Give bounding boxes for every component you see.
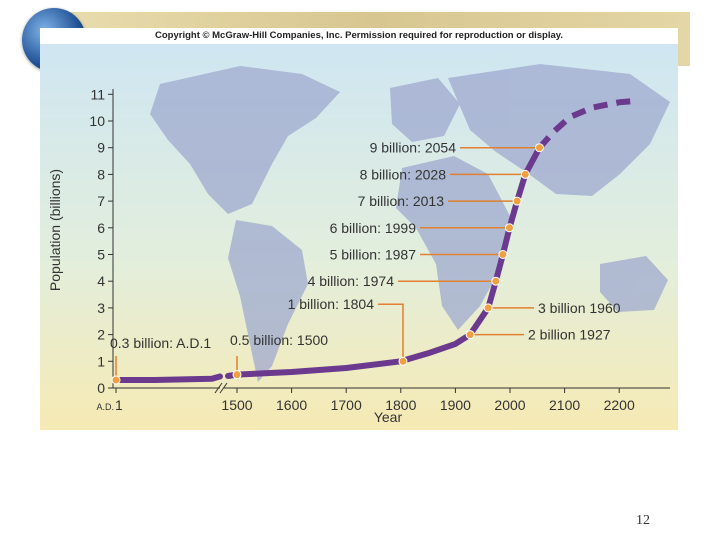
y-tick-label: 9	[97, 140, 105, 156]
milestone-marker	[534, 143, 544, 153]
annotation-leader-line	[378, 303, 404, 362]
y-tick-label: 8	[97, 166, 105, 182]
axis-break-mark	[214, 382, 223, 394]
copyright-notice: Copyright © McGraw-Hill Companies, Inc. …	[40, 28, 678, 44]
x-tick-label: 1800	[385, 397, 416, 413]
milestone-marker	[520, 169, 530, 179]
milestone-label: 8 billion: 2028	[360, 166, 447, 182]
x-tick-label: 2200	[604, 397, 635, 413]
x-tick-label: 1	[115, 397, 123, 413]
milestone-label: 3 billion 1960	[538, 300, 621, 316]
milestone-marker	[483, 303, 493, 313]
milestone-label: 4 billion: 1974	[308, 273, 395, 289]
x-tick-label: 1500	[221, 397, 252, 413]
y-tick-label: 0	[97, 380, 105, 396]
milestone-label: 7 billion: 2013	[358, 193, 445, 209]
x-tick-label: 1600	[276, 397, 307, 413]
milestone-label: 5 billion: 1987	[330, 247, 417, 263]
y-tick-label: 7	[97, 193, 105, 209]
milestone-marker	[512, 196, 522, 206]
milestone-marker	[491, 276, 501, 286]
x-tick-label: 2000	[494, 397, 525, 413]
milestone-label: 1 billion: 1804	[288, 296, 375, 312]
x-tick-label: 1900	[440, 397, 471, 413]
marker-layer: 0.3 billion: A.D.1 0.5 billion: 1500 1 bil…	[110, 140, 621, 385]
milestone-marker	[504, 223, 514, 233]
y-tick-label: 1	[97, 353, 105, 369]
projected-curve	[537, 98, 636, 150]
milestone-label: 0.3 billion: A.D.1	[110, 335, 211, 351]
milestone-label: 9 billion: 2054	[370, 140, 457, 156]
y-axis-label: Population (billions)	[47, 169, 63, 291]
world-map-backdrop	[150, 64, 670, 382]
milestone-label: 0.5 billion: 1500	[230, 332, 328, 348]
x-tick-label: A.D.	[96, 402, 114, 412]
milestone-marker	[465, 330, 475, 340]
y-tick-label: 11	[90, 86, 105, 102]
x-axis-label: Year	[374, 409, 403, 425]
y-tick-label: 6	[97, 220, 105, 236]
y-tick-label: 10	[89, 113, 105, 129]
page-number: 12	[636, 513, 650, 528]
x-tick-label: 2100	[549, 397, 580, 413]
y-tick-label: 5	[97, 247, 105, 263]
milestone-marker	[111, 375, 121, 385]
y-tick-label: 4	[97, 273, 105, 289]
y-tick-label: 3	[97, 300, 105, 316]
y-tick-label: 2	[97, 327, 105, 343]
x-tick-label: 1700	[331, 397, 362, 413]
milestone-label: 6 billion: 1999	[330, 220, 417, 236]
milestone-marker	[498, 250, 508, 259]
population-curve-segment	[113, 373, 223, 383]
milestone-marker	[398, 356, 408, 366]
milestone-marker	[232, 370, 242, 380]
figure: Copyright © McGraw-Hill Companies, Inc. …	[40, 28, 678, 430]
milestone-label: 2 billion 1927	[528, 327, 611, 343]
axis-break-mark	[219, 382, 228, 394]
